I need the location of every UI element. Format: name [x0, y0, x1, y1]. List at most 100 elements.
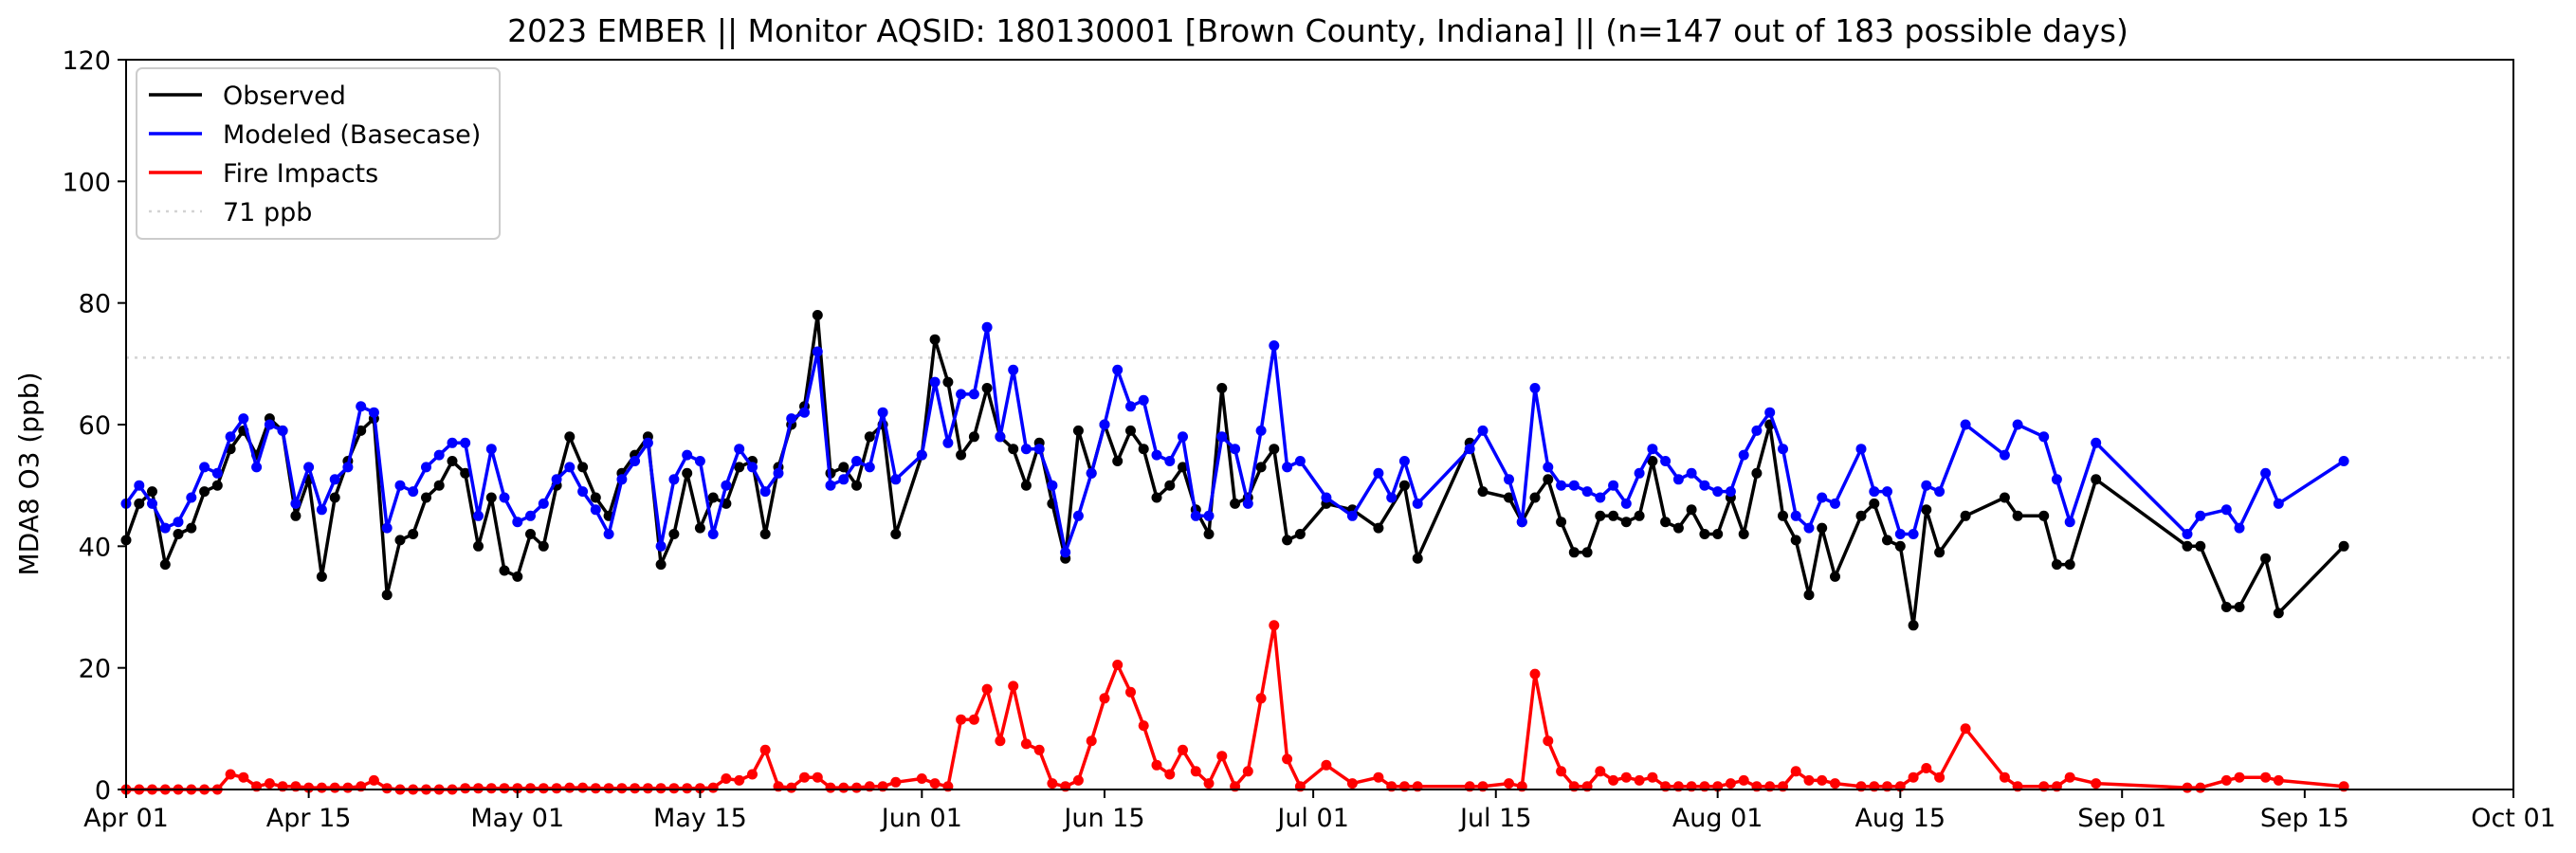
data-point-modeled-basecase	[942, 437, 954, 448]
data-point-modeled-basecase	[277, 425, 288, 436]
data-point-modeled-basecase	[1634, 467, 1645, 479]
data-point-fire-impacts	[1830, 778, 1840, 789]
data-point-modeled-basecase	[1556, 480, 1567, 491]
data-point-fire-impacts	[538, 783, 549, 794]
data-point-modeled-basecase	[421, 462, 431, 473]
data-point-modeled-basecase	[707, 529, 719, 539]
data-point-modeled-basecase	[734, 444, 745, 455]
data-point-fire-impacts	[838, 782, 850, 793]
data-point-fire-impacts	[1529, 668, 1541, 680]
data-point-fire-impacts	[825, 782, 836, 793]
data-point-modeled-basecase	[1464, 444, 1475, 455]
data-point-observed	[1778, 510, 1788, 521]
data-point-modeled-basecase	[877, 407, 888, 418]
data-point-modeled-basecase	[577, 486, 589, 498]
data-point-modeled-basecase	[1595, 492, 1606, 503]
data-point-modeled-basecase	[1529, 383, 1541, 393]
data-point-observed	[1151, 492, 1162, 503]
data-point-observed	[707, 492, 719, 503]
data-point-modeled-basecase	[1477, 425, 1489, 436]
data-point-fire-impacts	[1255, 693, 1267, 704]
data-point-fire-impacts	[577, 782, 589, 793]
data-point-modeled-basecase	[1282, 462, 1293, 473]
data-point-observed	[890, 529, 902, 539]
data-point-modeled-basecase	[2091, 437, 2102, 448]
data-point-modeled-basecase	[408, 486, 419, 498]
x-tick-label: Oct 01	[2471, 804, 2556, 833]
data-point-fire-impacts	[812, 771, 823, 783]
series-line-observed	[124, 313, 2346, 627]
data-point-observed	[851, 480, 862, 491]
data-point-observed	[473, 540, 484, 552]
data-point-modeled-basecase	[1386, 492, 1398, 503]
data-point-observed	[408, 529, 419, 539]
data-point-observed	[1790, 535, 1801, 546]
data-point-fire-impacts	[564, 782, 575, 793]
data-point-observed	[1203, 529, 1215, 539]
legend-label-71-ppb: 71 ppb	[223, 198, 312, 227]
data-point-observed	[838, 462, 850, 473]
x-tick-label: Apr 15	[266, 804, 352, 833]
data-point-observed	[1020, 480, 1032, 491]
data-point-fire-impacts	[1072, 774, 1084, 786]
data-point-modeled-basecase	[368, 407, 379, 418]
data-point-fire-impacts	[1008, 681, 1019, 692]
data-point-modeled-basecase	[1764, 407, 1776, 418]
data-point-modeled-basecase	[329, 474, 340, 485]
data-point-modeled-basecase	[134, 480, 145, 491]
data-point-observed	[381, 590, 393, 601]
data-point-observed	[538, 540, 549, 552]
data-point-observed	[290, 510, 301, 521]
data-point-fire-impacts	[1817, 774, 1828, 786]
data-point-modeled-basecase	[929, 376, 941, 388]
data-point-modeled-basecase	[2064, 517, 2075, 528]
data-point-observed	[1412, 553, 1423, 564]
data-point-fire-impacts	[264, 778, 275, 789]
data-point-observed	[1230, 498, 1241, 509]
legend: Observed Modeled (Basecase) Fire Impacts 71…	[136, 67, 501, 240]
data-point-observed	[1620, 517, 1632, 528]
data-point-modeled-basecase	[1060, 547, 1071, 558]
data-point-fire-impacts	[1504, 778, 1514, 789]
data-point-observed	[1529, 492, 1541, 503]
data-point-modeled-basecase	[2220, 504, 2232, 516]
data-point-observed	[1712, 529, 1724, 539]
data-point-modeled-basecase	[1725, 486, 1736, 498]
data-point-modeled-basecase	[1647, 444, 1658, 455]
data-point-modeled-basecase	[1568, 480, 1580, 491]
data-point-modeled-basecase	[1242, 498, 1253, 509]
data-point-modeled-basecase	[1908, 529, 1919, 539]
data-point-observed	[1830, 571, 1840, 582]
data-point-fire-impacts	[460, 783, 471, 794]
data-point-fire-impacts	[368, 774, 379, 786]
data-point-observed	[394, 535, 406, 546]
data-point-fire-impacts	[1086, 735, 1097, 747]
data-point-modeled-basecase	[1269, 340, 1280, 352]
data-point-modeled-basecase	[1020, 444, 1032, 455]
data-point-fire-impacts	[981, 683, 993, 695]
data-point-modeled-basecase	[342, 462, 354, 473]
data-point-modeled-basecase	[1008, 364, 1019, 375]
data-point-fire-impacts	[1738, 774, 1749, 786]
data-point-observed	[1543, 474, 1554, 485]
data-point-observed	[981, 383, 993, 393]
data-point-fire-impacts	[1321, 759, 1332, 771]
data-point-fire-impacts	[682, 783, 693, 794]
data-point-fire-impacts	[2273, 774, 2284, 786]
data-point-modeled-basecase	[290, 498, 301, 509]
data-point-observed	[1960, 510, 1971, 521]
data-point-fire-impacts	[512, 783, 523, 794]
legend-label-modeled-basecase: Modeled (Basecase)	[223, 120, 481, 150]
data-point-modeled-basecase	[1294, 456, 1306, 466]
data-point-observed	[1373, 522, 1384, 534]
data-point-modeled-basecase	[1738, 449, 1749, 461]
data-point-fire-impacts	[1921, 763, 1932, 773]
data-point-fire-impacts	[1125, 686, 1136, 698]
data-point-observed	[668, 529, 680, 539]
data-point-modeled-basecase	[1817, 492, 1828, 503]
data-point-modeled-basecase	[1164, 456, 1176, 466]
data-point-modeled-basecase	[916, 449, 927, 461]
data-point-modeled-basecase	[838, 474, 850, 485]
data-point-modeled-basecase	[199, 462, 210, 473]
data-point-modeled-basecase	[1125, 401, 1136, 412]
